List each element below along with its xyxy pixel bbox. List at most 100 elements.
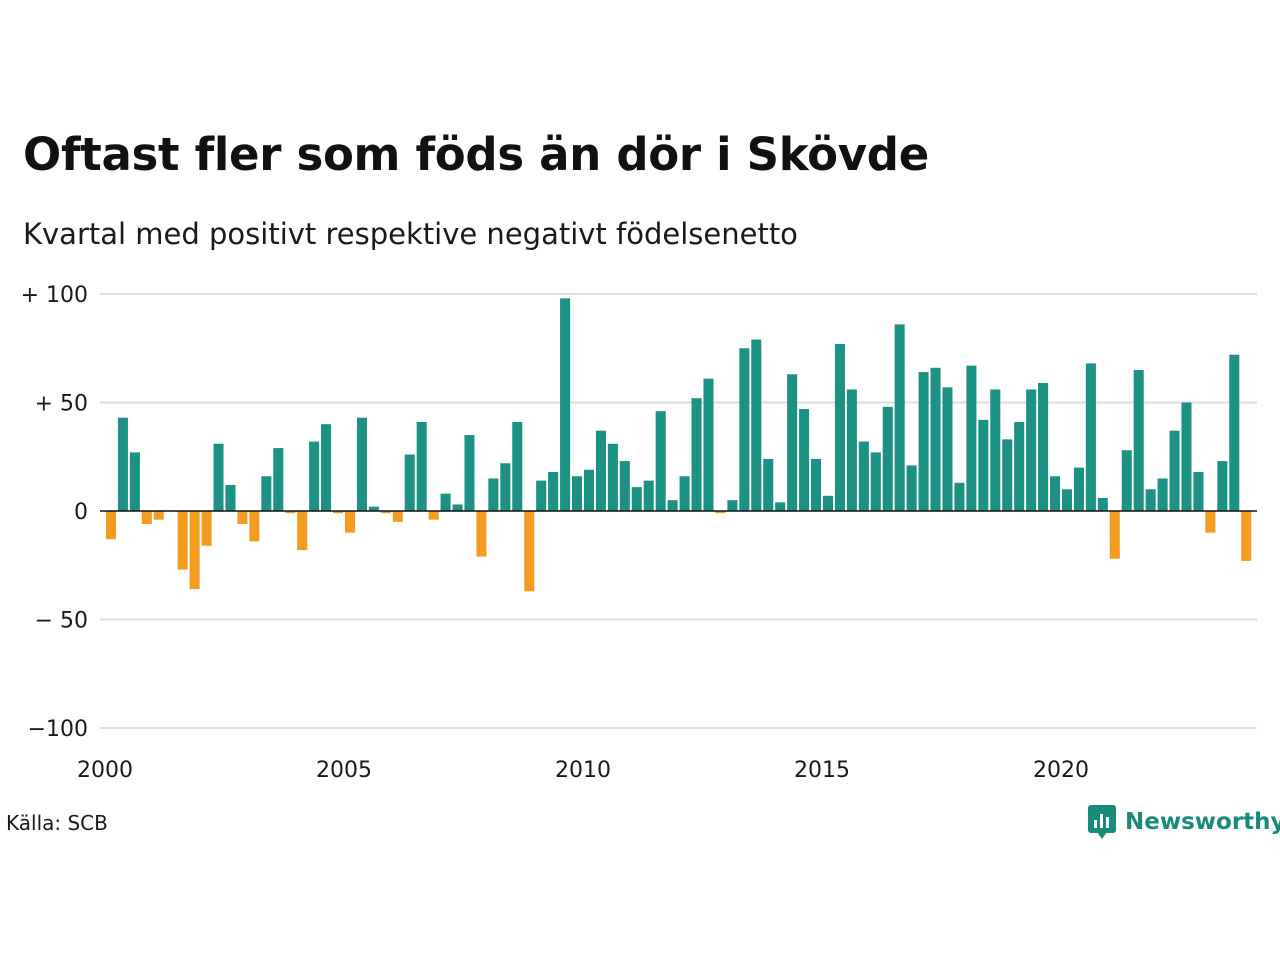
x-tick-label: 2000 <box>77 758 133 783</box>
bar <box>560 298 571 511</box>
bar <box>655 411 666 511</box>
bar <box>285 511 296 514</box>
bar <box>811 458 822 511</box>
bar <box>380 511 391 514</box>
bar <box>177 511 188 570</box>
bar <box>1121 450 1132 511</box>
y-tick-label: − 50 <box>35 609 88 634</box>
bar <box>1026 389 1037 511</box>
bar <box>392 511 403 522</box>
y-tick-label: + 50 <box>35 392 88 417</box>
y-tick-label: + 100 <box>21 283 88 308</box>
bar <box>643 480 654 511</box>
brand-name: Newsworthy <box>1125 809 1280 835</box>
bar <box>990 389 1001 511</box>
bar <box>870 452 881 511</box>
bar <box>141 511 152 525</box>
bar <box>1217 461 1228 511</box>
bar <box>368 506 379 511</box>
bar <box>105 511 116 540</box>
bar <box>619 461 630 511</box>
bar <box>763 458 774 511</box>
bar <box>237 511 248 525</box>
bar <box>1109 511 1120 559</box>
bar <box>715 511 726 514</box>
bar <box>822 495 834 511</box>
bar <box>488 478 499 511</box>
source-note: Källa: SCB <box>6 811 108 835</box>
bars <box>105 298 1252 592</box>
bar <box>942 387 953 511</box>
bar <box>1181 402 1192 511</box>
bar <box>727 500 738 511</box>
y-tick-label: −100 <box>28 717 88 742</box>
bar <box>978 419 989 511</box>
bar <box>906 465 917 511</box>
bar <box>1014 422 1025 511</box>
bar <box>679 476 690 511</box>
bar <box>834 343 845 511</box>
bar <box>799 409 810 511</box>
x-axis-labels: 2000 2005 2010 2015 2020 <box>77 758 1089 783</box>
newsworthy-logo[interactable]: Newsworthy <box>1088 804 1280 840</box>
y-gridlines <box>100 293 1257 729</box>
bar <box>333 511 344 514</box>
bar <box>1038 382 1049 511</box>
x-tick-label: 2010 <box>555 758 611 783</box>
bar <box>548 471 559 511</box>
bar <box>1085 363 1096 511</box>
bar <box>249 511 260 542</box>
bar <box>739 348 750 511</box>
bar <box>1073 467 1084 511</box>
y-axis-labels: + 100 + 50 0 − 50 −100 <box>21 283 88 742</box>
bar <box>1061 489 1073 511</box>
chart-subtitle: Kvartal med positivt respektive negativt… <box>23 217 798 251</box>
bar <box>225 484 236 511</box>
bar <box>631 487 642 511</box>
bar <box>572 476 583 511</box>
bar <box>512 422 523 511</box>
bar <box>261 476 272 511</box>
bar <box>1145 489 1156 511</box>
bar <box>787 374 798 511</box>
bar <box>273 448 284 511</box>
bar <box>691 398 702 511</box>
bar <box>894 324 905 511</box>
bar <box>595 430 606 511</box>
bar <box>1229 354 1240 511</box>
bar <box>775 502 786 511</box>
bar <box>297 511 308 551</box>
bar <box>1002 439 1013 511</box>
bar <box>356 417 367 511</box>
bar <box>309 441 320 511</box>
bar <box>1169 430 1180 511</box>
bar <box>882 406 893 511</box>
bar <box>321 424 332 511</box>
x-tick-label: 2015 <box>794 758 850 783</box>
bar <box>1241 511 1252 561</box>
bar <box>153 511 164 520</box>
bar <box>452 504 463 511</box>
bar <box>404 454 415 511</box>
newsworthy-logo-icon <box>1088 805 1116 839</box>
bar <box>1097 497 1108 511</box>
bar <box>1157 478 1168 511</box>
bar <box>1050 476 1061 511</box>
chart-title: Oftast fler som föds än dör i Skövde <box>23 128 929 181</box>
bar <box>966 365 977 511</box>
bar <box>667 500 678 511</box>
x-tick-label: 2020 <box>1033 758 1089 783</box>
bar <box>189 511 200 590</box>
bar <box>1133 369 1144 511</box>
bar <box>476 511 487 557</box>
bar <box>464 435 475 511</box>
bar <box>500 463 511 511</box>
bar <box>846 389 857 511</box>
bar <box>583 469 595 511</box>
bar <box>954 482 965 511</box>
bar <box>536 480 547 511</box>
bar <box>344 511 355 533</box>
bar <box>201 511 212 546</box>
bar <box>129 452 140 511</box>
